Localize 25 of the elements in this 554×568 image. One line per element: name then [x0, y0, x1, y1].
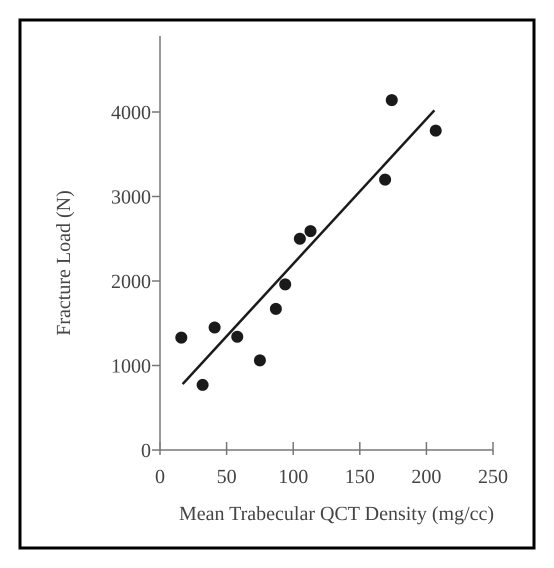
point — [294, 232, 306, 245]
x-axis-title: Mean Trabecular QCT Density (mg/cc) — [178, 503, 494, 525]
x-tick-label: 200 — [411, 466, 442, 488]
y-tick-label: 2000 — [111, 271, 151, 293]
point — [175, 332, 188, 344]
point — [430, 124, 442, 137]
y-tick-label: 4000 — [111, 102, 151, 124]
point — [304, 225, 317, 238]
y-axis-title: Fracture Load (N) — [53, 190, 75, 336]
x-tick-label: 250 — [478, 466, 508, 488]
point — [270, 302, 282, 315]
x-tick-label: 100 — [278, 466, 308, 488]
point — [254, 354, 266, 366]
y-tick-label: 3000 — [111, 186, 151, 208]
point — [196, 378, 209, 391]
point — [231, 330, 244, 343]
x-tick-label: 0 — [155, 466, 165, 488]
y-tick-label: 0 — [141, 440, 151, 462]
x-tick-label: 150 — [344, 466, 375, 488]
point — [379, 174, 392, 186]
y-tick-label: 1000 — [111, 356, 151, 378]
point — [386, 94, 398, 106]
point — [279, 278, 292, 290]
point — [208, 321, 221, 334]
x-tick-label: 50 — [216, 466, 237, 488]
